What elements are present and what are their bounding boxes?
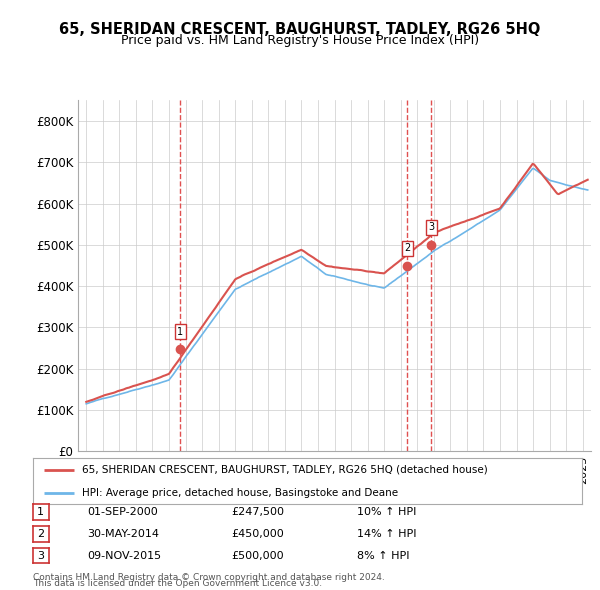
Text: 1: 1 xyxy=(177,327,183,337)
Text: £450,000: £450,000 xyxy=(231,529,284,539)
Text: 3: 3 xyxy=(428,222,434,232)
Text: HPI: Average price, detached house, Basingstoke and Deane: HPI: Average price, detached house, Basi… xyxy=(82,488,398,498)
Text: 3: 3 xyxy=(37,551,44,560)
Text: 30-MAY-2014: 30-MAY-2014 xyxy=(87,529,159,539)
Text: 2: 2 xyxy=(37,529,44,539)
Text: 65, SHERIDAN CRESCENT, BAUGHURST, TADLEY, RG26 5HQ (detached house): 65, SHERIDAN CRESCENT, BAUGHURST, TADLEY… xyxy=(82,465,488,475)
Text: 8% ↑ HPI: 8% ↑ HPI xyxy=(357,551,409,560)
Text: 14% ↑ HPI: 14% ↑ HPI xyxy=(357,529,416,539)
Text: £500,000: £500,000 xyxy=(231,551,284,560)
Text: Contains HM Land Registry data © Crown copyright and database right 2024.: Contains HM Land Registry data © Crown c… xyxy=(33,573,385,582)
Text: 10% ↑ HPI: 10% ↑ HPI xyxy=(357,507,416,517)
Text: £247,500: £247,500 xyxy=(231,507,284,517)
Text: 65, SHERIDAN CRESCENT, BAUGHURST, TADLEY, RG26 5HQ: 65, SHERIDAN CRESCENT, BAUGHURST, TADLEY… xyxy=(59,22,541,37)
Text: 09-NOV-2015: 09-NOV-2015 xyxy=(87,551,161,560)
Text: 1: 1 xyxy=(37,507,44,517)
Text: This data is licensed under the Open Government Licence v3.0.: This data is licensed under the Open Gov… xyxy=(33,579,322,588)
Text: 01-SEP-2000: 01-SEP-2000 xyxy=(87,507,158,517)
Text: 2: 2 xyxy=(404,243,410,253)
Text: Price paid vs. HM Land Registry's House Price Index (HPI): Price paid vs. HM Land Registry's House … xyxy=(121,34,479,47)
